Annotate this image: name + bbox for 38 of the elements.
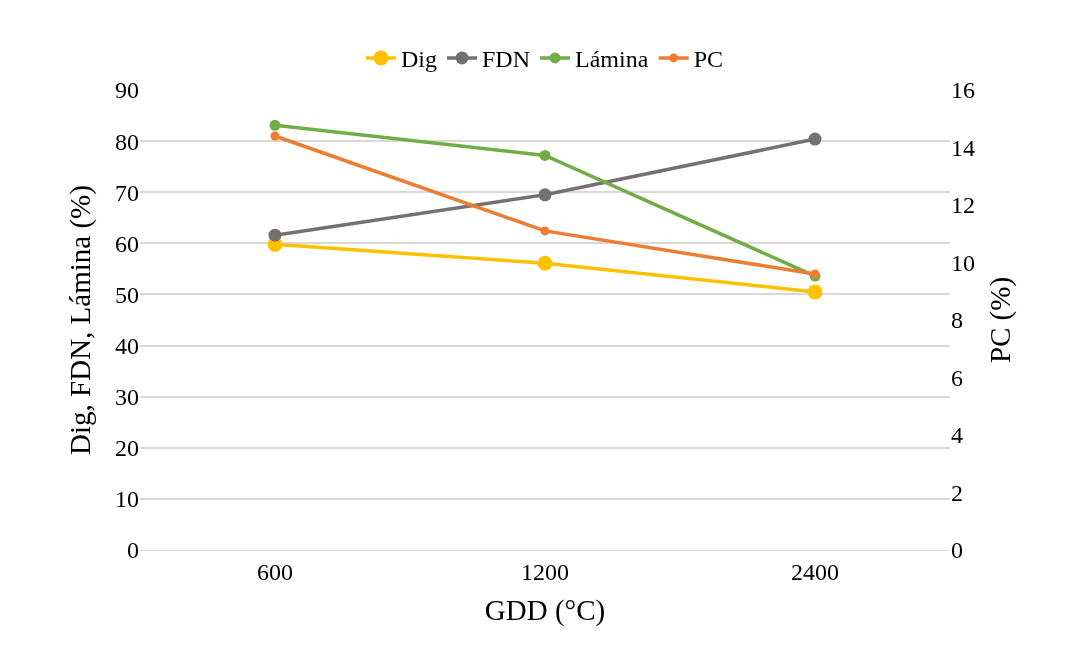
y-tick-label: 90 [115, 77, 139, 104]
y-tick-label: 40 [115, 332, 139, 359]
y-tick-label: 10 [115, 486, 139, 513]
y2-axis-title: PC (%) [983, 276, 1017, 364]
legend-label: PC [693, 46, 724, 73]
y2-tick-label: 6 [951, 364, 963, 391]
y2-tick-label: 0 [951, 537, 963, 564]
point [808, 132, 822, 146]
point [540, 226, 550, 236]
y-tick-label: 80 [115, 128, 139, 155]
legend-label: Lámina [575, 46, 649, 73]
point [269, 119, 281, 131]
point [537, 255, 553, 271]
y-tick-label: 30 [115, 384, 139, 411]
y-tick-label: 20 [115, 435, 139, 462]
y2-tick-label: 4 [951, 422, 963, 449]
y-tick-label: 50 [115, 281, 139, 308]
y2-tick-label: 12 [951, 192, 975, 219]
y-tick-label: 0 [127, 537, 139, 564]
point [539, 149, 551, 161]
point [807, 284, 823, 300]
x-tick-label: 600 [257, 558, 293, 585]
x-tick-label: 1200 [521, 558, 569, 585]
y2-tick-label: 8 [951, 307, 963, 334]
y2-tick-label: 10 [951, 249, 975, 276]
x-axis-title: GDD (°C) [484, 593, 606, 627]
y2-tick-label: 16 [951, 77, 975, 104]
point [538, 188, 552, 202]
y-tick-label: 70 [115, 179, 139, 206]
legend-label: FDN [482, 46, 531, 73]
x-tick-label: 2400 [791, 558, 839, 585]
legend-label: Dig [401, 46, 437, 73]
y2-tick-label: 14 [951, 134, 975, 161]
y-axis-title: Dig, FDN, Lámina (%) [64, 185, 98, 455]
point [268, 228, 282, 242]
point [270, 131, 280, 141]
y2-tick-label: 2 [951, 479, 963, 506]
y-tick-label: 60 [115, 230, 139, 257]
